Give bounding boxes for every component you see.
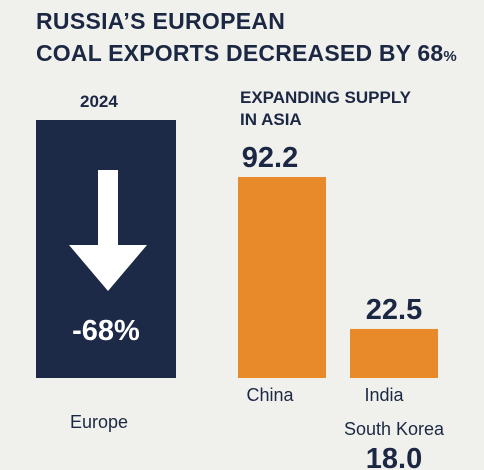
category-label-china: China — [246, 385, 294, 405]
year-label: 2024 — [80, 92, 118, 111]
headline-line-1: RUSSIA’S EUROPEAN — [36, 8, 286, 34]
category-label-india: India — [364, 385, 404, 405]
headline-percent-sign: % — [443, 48, 457, 65]
europe-label: Europe — [70, 412, 129, 432]
value-label-china: 92.2 — [242, 142, 298, 174]
category-label-south-korea: South Korea — [344, 419, 445, 439]
headline-line-2: COAL EXPORTS DECREASED BY 68% — [36, 40, 457, 67]
headline-line-2-text: COAL EXPORTS DECREASED BY 68 — [36, 40, 444, 66]
value-label-india: 22.5 — [366, 294, 422, 326]
bar-china — [238, 177, 326, 378]
europe-decline-panel: -68% — [36, 120, 176, 378]
asia-title-line-1: EXPANDING SUPPLY — [240, 88, 411, 107]
bar-india — [350, 328, 438, 378]
europe-change-value: -68% — [72, 315, 140, 347]
value-label-south-korea: 18.0 — [366, 443, 422, 470]
down-arrow-icon — [69, 170, 147, 291]
asia-section-title: EXPANDING SUPPLY IN ASIA — [240, 87, 470, 131]
asia-title-line-2: IN ASIA — [240, 110, 302, 129]
